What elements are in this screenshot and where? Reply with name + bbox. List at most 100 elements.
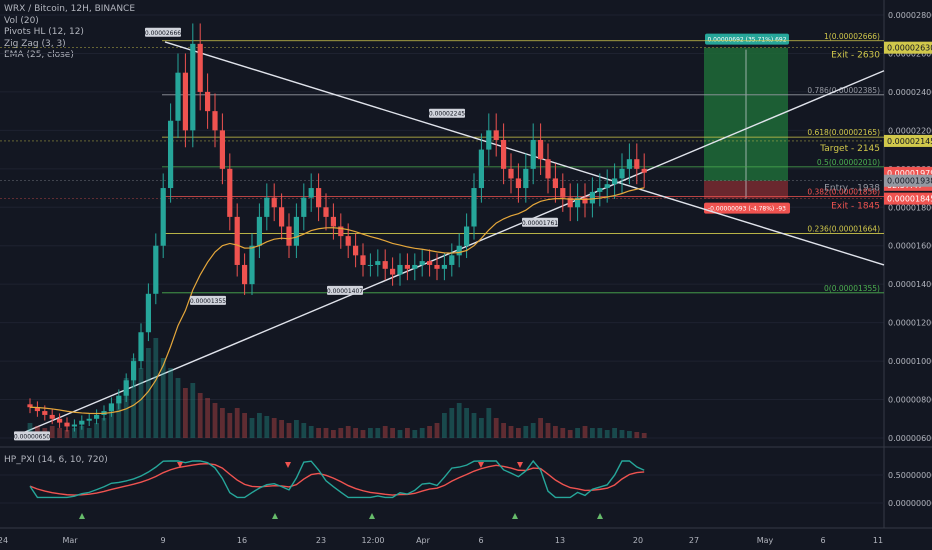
candle-body (582, 197, 588, 204)
volume-bar (109, 408, 114, 438)
candle-body (538, 139, 544, 160)
time-axis-tick: 24 (0, 536, 8, 545)
legend-title: WRX / Bitcoin, 12H, BINANCE (4, 4, 136, 14)
sell-signal-marker (285, 462, 291, 468)
time-axis-tick: 23 (316, 536, 326, 545)
time-axis-tick: Mar (62, 536, 78, 545)
volume-bar (479, 418, 484, 438)
price-axis-tick: 0.00001200 (888, 319, 932, 328)
candle-body (219, 130, 225, 169)
price-axis-tick: 0.00001000 (888, 357, 932, 366)
pivot-label-text: 0.00001355 (190, 298, 226, 305)
candle-body (597, 188, 603, 192)
candle-body (419, 261, 425, 265)
candle-body (86, 418, 92, 421)
volume-bar (360, 430, 366, 438)
pivot-label-bg (429, 108, 465, 118)
volume-bar (331, 430, 336, 438)
position-profit-label: 0.00000692 (35.71%) 692 (705, 33, 789, 45)
volume-bar (619, 430, 625, 438)
candle-body (449, 255, 455, 265)
volume-bar (146, 348, 151, 438)
volume-bar (94, 423, 99, 438)
price-tag-text: 0.00001979 (887, 169, 932, 178)
price-axis-tick: 0.00000800 (888, 396, 932, 405)
price-tags: 0.000026300.000021450.0000197902:57:470.… (884, 41, 932, 205)
volume-bar (419, 428, 425, 438)
volume-bar (57, 428, 62, 438)
buy-signal-marker (512, 513, 518, 519)
volume-bar (175, 378, 181, 438)
candle-body (501, 139, 507, 169)
candle-body (412, 264, 418, 269)
candle-body (71, 424, 77, 427)
volume-bar (197, 393, 203, 438)
pivot-label-text: 0.00002245 (429, 111, 465, 118)
candle-body (330, 216, 336, 227)
exit-bottom-label: Exit - 1845 (831, 202, 880, 212)
volume-bar (27, 423, 33, 438)
volume-bar (538, 418, 543, 438)
volume-bar (301, 423, 307, 438)
candle-body (94, 414, 100, 419)
candle-body (515, 178, 521, 189)
candle-body (353, 245, 359, 256)
legend-item-ema[interactable]: EMA (25, close) (4, 50, 74, 60)
volume-bar (575, 428, 580, 438)
candle-body (360, 255, 366, 265)
pivot-label-bg (190, 295, 226, 305)
volume-bar (501, 423, 506, 438)
price-tag-bg (884, 41, 932, 54)
volume-bar (456, 403, 462, 438)
price-tag-bg (884, 134, 932, 147)
indicator-label[interactable]: HP_PXI (14, 6, 10, 720) (4, 455, 108, 465)
candle-body (545, 159, 551, 179)
candle-body (404, 264, 410, 269)
volume-bar (116, 398, 122, 438)
volume-bar (249, 418, 255, 438)
fib-label: 0.5(0.00002010) (817, 158, 880, 167)
price-tag-text: 0.00002630 (887, 44, 932, 53)
candle-body (57, 418, 63, 423)
target-label: Target - 2145 (819, 144, 880, 154)
volume-bar (560, 428, 566, 438)
candle-body (64, 422, 70, 427)
volume-bars (27, 338, 647, 438)
candle-body (434, 264, 440, 269)
volume-bar (168, 368, 173, 438)
volume-bar (508, 426, 514, 438)
candle-body (131, 361, 137, 381)
volume-bar (79, 426, 85, 438)
volume-bar (612, 428, 617, 438)
volume-bar (405, 428, 410, 438)
price-tag-bg (884, 192, 932, 205)
pivot-label-text: 0.00000650 (14, 433, 50, 440)
exit-top-label: Exit - 2630 (831, 51, 880, 61)
price-tag-text: 0.00002145 (887, 137, 932, 146)
legend-item-pivots[interactable]: Pivots HL (12, 12) (4, 27, 84, 37)
candle-body (641, 168, 647, 173)
indicator-axis-tick: 0.50000000 (888, 471, 932, 480)
time-axis-tick: 11 (873, 536, 883, 545)
volume-bar (271, 418, 277, 438)
candle-body (560, 188, 566, 198)
legend-item-zigzag[interactable]: Zig Zag (3, 3) (4, 38, 66, 49)
legend-item-volume[interactable]: Vol (20) (4, 15, 39, 26)
volume-bar (449, 408, 455, 438)
candle-body (34, 407, 40, 412)
volume-bar (220, 408, 225, 438)
candle-body (264, 197, 270, 217)
buy-signal-marker (369, 513, 375, 519)
candle-body (279, 207, 285, 227)
candle-body (626, 159, 632, 169)
candle-body (227, 168, 233, 217)
volume-bar (49, 426, 55, 438)
loss-label-text: -0.00000093 (-4.78%) -93 (708, 206, 786, 213)
fib-label: 0(0.00001355) (824, 284, 880, 293)
profit-label-bg (705, 33, 789, 45)
candle-body (634, 159, 640, 169)
volume-bar (86, 428, 92, 438)
volume-bar (553, 426, 558, 438)
loss-label-bg (704, 202, 790, 214)
